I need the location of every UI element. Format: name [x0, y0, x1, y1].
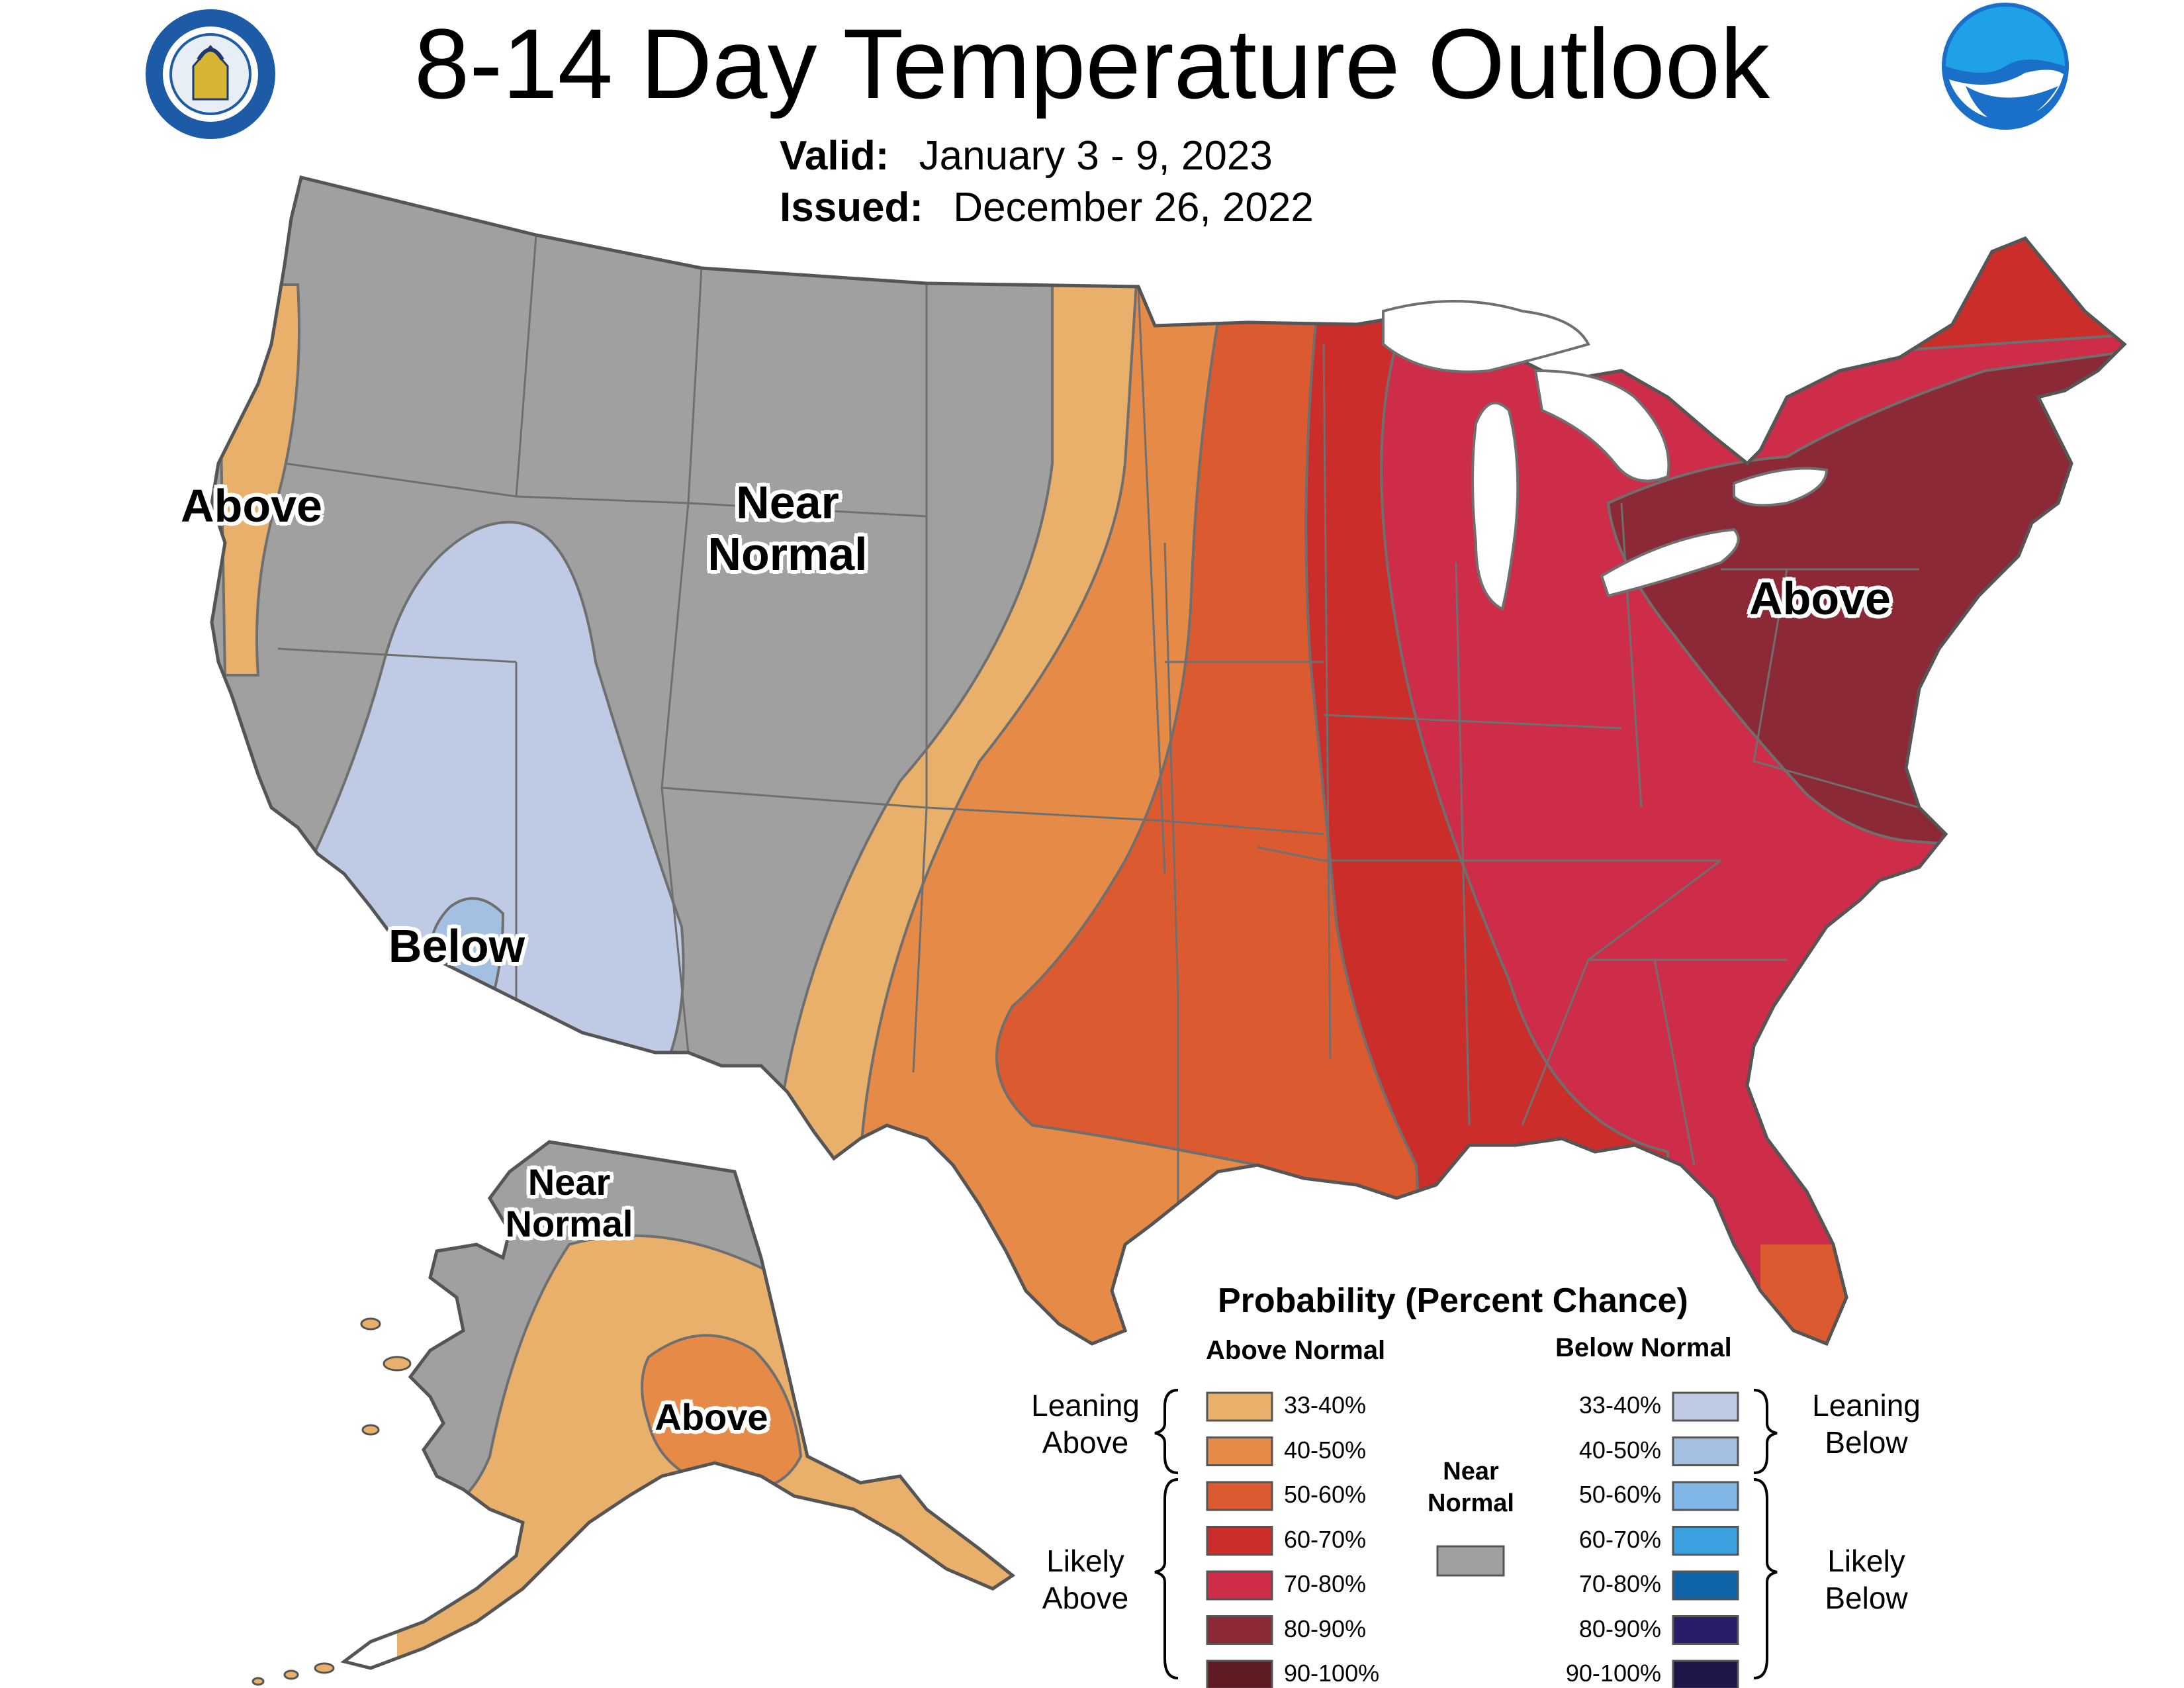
legend-above-header: Above Normal — [1206, 1336, 1386, 1365]
valid-row: Valid: January 3 - 9, 2023 — [780, 132, 1273, 179]
maine-above-60-70-region — [1992, 238, 2058, 305]
legend-swatch-above-6 — [1206, 1615, 1273, 1645]
legend-swatch-above-2 — [1206, 1436, 1273, 1466]
legend-range-below-4: 60-70% — [1578, 1525, 1661, 1553]
legend-range-below-5: 70-80% — [1578, 1570, 1661, 1597]
legend-range-below-1: 33-40% — [1578, 1391, 1661, 1419]
near-normal-swatch — [1436, 1545, 1505, 1577]
map-label-southwest: Below — [388, 920, 525, 972]
florida-above-50-60-region — [1760, 1244, 1853, 1344]
legend-leaning-above: Leaning Above — [1031, 1388, 1140, 1460]
legend-range-below-6: 80-90% — [1578, 1615, 1661, 1642]
page-title: 8-14 Day Temperature Outlook — [414, 8, 1770, 119]
state-borders — [277, 234, 1920, 1231]
legend-swatch-above-1 — [1206, 1391, 1273, 1422]
map-label-alaska-north: Near Normal — [505, 1161, 633, 1244]
valid-value: January 3 - 9, 2023 — [919, 133, 1273, 179]
department-of-commerce-seal — [146, 9, 275, 139]
legend-braces — [1154, 1389, 1778, 1679]
legend-swatch-below-6 — [1672, 1615, 1739, 1645]
legend-swatch-above-7 — [1206, 1660, 1273, 1688]
valid-label: Valid: — [780, 133, 889, 179]
legend-swatch-below-1 — [1672, 1391, 1739, 1422]
legend-swatches — [1206, 1391, 1739, 1688]
legend-range-above-7: 90-100% — [1284, 1660, 1380, 1687]
map-label-central: Near Normal — [707, 477, 868, 581]
legend-swatch-below-5 — [1672, 1570, 1739, 1601]
legend-swatch-above-5 — [1206, 1570, 1273, 1601]
legend-range-above-1: 33-40% — [1284, 1391, 1367, 1419]
issued-row: Issued: December 26, 2022 — [780, 184, 1314, 231]
map-label-east: Above — [1749, 573, 1891, 624]
alaska-above-40-50-region — [641, 1334, 803, 1492]
legend-range-above-2: 40-50% — [1284, 1436, 1367, 1464]
legend-range-above-6: 80-90% — [1284, 1615, 1367, 1642]
aleutian-islands — [251, 1317, 412, 1686]
legend-swatch-below-2 — [1672, 1436, 1739, 1466]
noaa-logo — [1942, 3, 2069, 130]
legend-title: Probability (Percent Chance) — [1218, 1282, 1688, 1320]
legend-swatch-above-3 — [1206, 1481, 1273, 1511]
legend-range-below-3: 50-60% — [1578, 1481, 1661, 1508]
legend-swatch-below-7 — [1672, 1660, 1739, 1688]
legend-below-header: Below Normal — [1555, 1333, 1732, 1362]
map-label-west-coast: Above — [181, 480, 322, 532]
legend-leaning-below: Leaning Below — [1812, 1388, 1921, 1460]
legend-swatch-below-4 — [1672, 1526, 1739, 1556]
issued-value: December 26, 2022 — [953, 185, 1314, 230]
legend-range-above-5: 70-80% — [1284, 1570, 1367, 1597]
legend-likely-below: Likely Below — [1825, 1544, 1908, 1616]
legend-range-below-7: 90-100% — [1565, 1660, 1661, 1687]
legend-near-normal: Near Normal — [1428, 1458, 1514, 1517]
legend-range-above-3: 50-60% — [1284, 1481, 1367, 1508]
great-lakes — [1382, 300, 1829, 611]
legend-range-above-4: 60-70% — [1284, 1525, 1367, 1553]
legend-swatch-above-4 — [1206, 1526, 1273, 1556]
legend-range-below-2: 40-50% — [1578, 1436, 1661, 1464]
map-label-alaska-south: Above — [655, 1396, 768, 1438]
legend-likely-above: Likely Above — [1042, 1544, 1129, 1616]
legend-swatch-below-3 — [1672, 1481, 1739, 1511]
issued-label: Issued: — [780, 185, 924, 230]
